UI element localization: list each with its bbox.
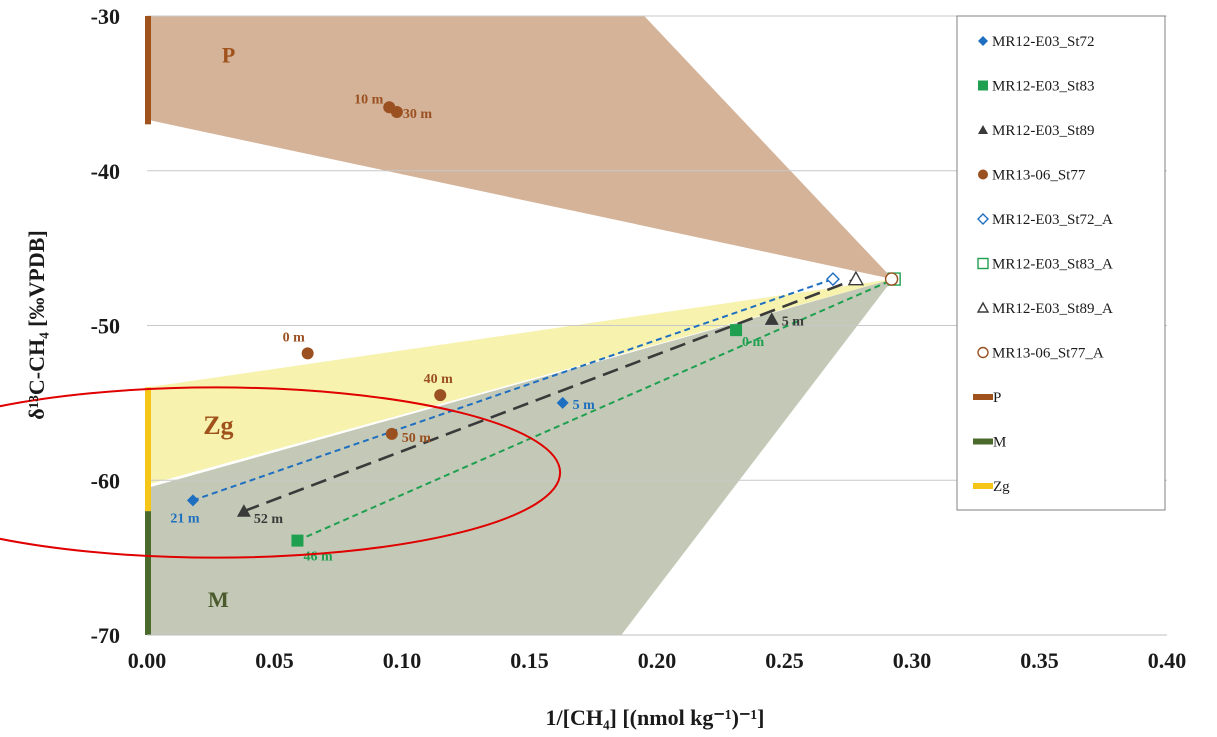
mixing-line bbox=[243, 277, 857, 513]
data-point bbox=[186, 494, 199, 507]
source-bar-zg bbox=[145, 387, 151, 512]
bars-layer bbox=[145, 16, 151, 635]
x-tick-label: 0.30 bbox=[893, 648, 932, 673]
data-point bbox=[825, 272, 840, 287]
x-axis-title: 1/[CH₄] [(nmol kg⁻¹)⁻¹] bbox=[546, 705, 765, 730]
point-label: 46 m bbox=[303, 550, 333, 565]
legend-label: MR12-E03_St83 bbox=[992, 79, 1095, 95]
legend-label: MR12-E03_St89 bbox=[992, 123, 1095, 139]
source-bar-m bbox=[145, 511, 151, 635]
point-label: 10 m bbox=[354, 92, 384, 107]
legend-marker bbox=[978, 169, 988, 180]
x-tick-label: 0.40 bbox=[1148, 648, 1187, 673]
regions-layer bbox=[147, 16, 893, 635]
region-label-p: P bbox=[222, 42, 235, 67]
x-tick-label: 0.25 bbox=[765, 648, 804, 673]
x-tick-label: 0.00 bbox=[128, 648, 167, 673]
region-label-m: M bbox=[208, 587, 229, 612]
point-label: 0 m bbox=[742, 335, 765, 350]
x-tick-label: 0.10 bbox=[383, 648, 422, 673]
region-zg bbox=[147, 279, 893, 485]
legend-label: MR12-E03_St83_A bbox=[992, 257, 1113, 273]
point-label: 0 m bbox=[283, 330, 306, 345]
data-point bbox=[764, 312, 779, 325]
legend-label: MR13-06_St77_A bbox=[992, 346, 1104, 362]
legend-marker bbox=[973, 394, 993, 400]
points-layer bbox=[186, 101, 901, 547]
legend-marker bbox=[978, 125, 988, 134]
legend-marker bbox=[977, 346, 989, 359]
legend-label: MR12-E03_St89_A bbox=[992, 301, 1113, 317]
legend-label: P bbox=[993, 390, 1001, 406]
data-point bbox=[301, 347, 314, 360]
region-m bbox=[147, 279, 893, 635]
legend: MR12-E03_St72 MR12-E03_St83 MR12-E03_St89 M… bbox=[956, 15, 1166, 511]
region-labels-layer: P Zg M bbox=[203, 42, 235, 612]
x-tick-label: 0.15 bbox=[510, 648, 549, 673]
data-point bbox=[385, 427, 398, 440]
point-label: 52 m bbox=[254, 512, 284, 527]
data-point bbox=[390, 105, 403, 118]
x-tick-label: 0.35 bbox=[1020, 648, 1059, 673]
legend-marker bbox=[977, 213, 989, 225]
data-point bbox=[556, 396, 569, 409]
mixing-line bbox=[297, 278, 895, 542]
legend-label: MR12-E03_St72_A bbox=[992, 212, 1113, 228]
y-tick-label: -60 bbox=[91, 468, 120, 493]
point-label: 5 m bbox=[573, 398, 596, 413]
point-label: 50 m bbox=[402, 431, 432, 446]
annotation-layer bbox=[0, 386, 561, 559]
point-label: 30 m bbox=[403, 107, 433, 122]
legend-label: Zg bbox=[993, 479, 1010, 495]
legend-marker bbox=[977, 257, 989, 270]
region-p bbox=[147, 16, 893, 280]
y-axis-title: δ¹³C-CH₄ [‰VPDB] bbox=[24, 230, 49, 419]
legend-marker bbox=[973, 483, 993, 489]
legend-label: M bbox=[993, 435, 1006, 451]
data-point bbox=[291, 534, 304, 547]
point-label: 21 m bbox=[170, 511, 200, 526]
mixing-lines-layer bbox=[192, 277, 895, 542]
data-point bbox=[884, 272, 899, 286]
source-bar-p bbox=[145, 16, 151, 125]
legend-marker bbox=[978, 80, 988, 91]
y-tick-label: -40 bbox=[91, 159, 120, 184]
legend-label: MR13-06_St77 bbox=[992, 168, 1086, 184]
axes-layer: 0.00 0.05 0.10 0.15 0.20 0.25 0.30 0.35 0.40 -30 -… bbox=[91, 4, 1187, 673]
point-label: 40 m bbox=[424, 372, 454, 387]
x-tick-label: 0.05 bbox=[255, 648, 294, 673]
data-point bbox=[236, 504, 251, 517]
mixing-line bbox=[192, 278, 834, 502]
legend-marker bbox=[978, 36, 988, 46]
x-tick-label: 0.20 bbox=[638, 648, 677, 673]
y-tick-label: -30 bbox=[91, 4, 120, 29]
legend-marker bbox=[973, 438, 993, 445]
data-point bbox=[847, 270, 865, 286]
point-label: 5 m bbox=[782, 314, 805, 329]
data-point bbox=[434, 389, 447, 402]
region-label-zg: Zg bbox=[203, 411, 233, 440]
y-tick-label: -70 bbox=[91, 623, 120, 648]
annotation-ellipse bbox=[0, 386, 561, 559]
legend-label: MR12-E03_St72 bbox=[992, 34, 1095, 50]
legend-box bbox=[956, 15, 1166, 511]
data-point bbox=[730, 324, 743, 337]
y-tick-label: -50 bbox=[91, 314, 120, 339]
point-labels-layer: 21 m 5 m 46 m 0 m 52 m 5 m 10 m 30 m 0 m 40 m 50 m bbox=[170, 92, 804, 564]
legend-marker bbox=[976, 301, 990, 313]
